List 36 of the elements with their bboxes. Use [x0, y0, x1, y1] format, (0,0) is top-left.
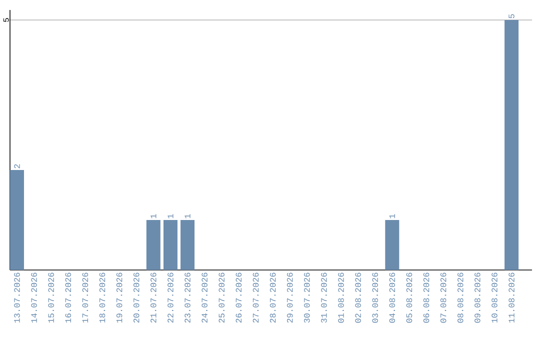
x-tick-label: 07.08.2026 — [440, 272, 446, 323]
x-tick-label: 18.07.2026 — [99, 272, 106, 323]
data-label: 5 — [508, 14, 514, 18]
x-tick-label: 01.08.2026 — [338, 272, 344, 323]
x-tick-label: 13.07.2026 — [14, 272, 20, 323]
x-tick-label: 09.08.2026 — [474, 272, 480, 323]
x-tick-label: 15.07.2026 — [48, 272, 54, 323]
data-label: 1 — [150, 214, 156, 218]
x-tick-label: 06.08.2026 — [423, 272, 430, 323]
x-tick-label: 11.08.2026 — [508, 272, 514, 323]
x-tick-label: 20.07.2026 — [133, 272, 140, 323]
x-tick-label: 03.08.2026 — [372, 272, 378, 323]
x-tick-label: 26.07.2026 — [236, 272, 242, 323]
x-tick-label: 19.07.2026 — [116, 272, 122, 323]
x-tick-label: 28.07.2026 — [270, 272, 276, 323]
x-tick-label: 27.07.2026 — [252, 272, 259, 323]
x-tick-label: 04.08.2026 — [389, 272, 396, 323]
x-tick-label: 25.07.2026 — [218, 272, 225, 323]
x-tick-label: 23.07.2026 — [184, 272, 190, 323]
data-label: 2 — [14, 164, 20, 168]
x-tick-label: 10.08.2026 — [492, 272, 498, 323]
data-label: 1 — [168, 214, 174, 218]
x-tick-label: 22.07.2026 — [168, 272, 174, 323]
data-label: 1 — [184, 214, 190, 218]
x-tick-label: 31.07.2026 — [321, 272, 327, 323]
x-tick-label: 14.07.2026 — [31, 272, 37, 323]
x-tick-label: 21.07.2026 — [150, 272, 156, 323]
x-tick-label: 05.08.2026 — [406, 272, 412, 323]
x-tick-label: 02.08.2026 — [355, 272, 361, 323]
x-tick-label: 17.07.2026 — [82, 272, 88, 323]
x-tick-label: 24.07.2026 — [202, 272, 208, 323]
data-label: 1 — [389, 214, 395, 218]
x-tick-label: 08.08.2026 — [457, 272, 464, 323]
x-tick-label: 16.07.2026 — [65, 272, 72, 323]
x-tick-label: 30.07.2026 — [304, 272, 310, 323]
x-tick-label: 29.07.2026 — [286, 272, 293, 323]
